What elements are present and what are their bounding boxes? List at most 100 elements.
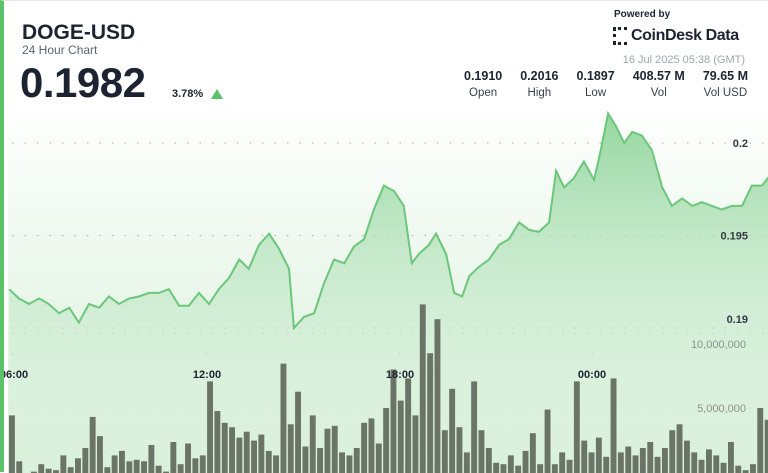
stat-label: Low [576, 87, 614, 99]
time-axis-label: 06:00 [4, 369, 28, 381]
powered-by-label: Powered by [614, 9, 670, 20]
volume-bar [303, 447, 309, 473]
volume-bar [442, 430, 448, 473]
volume-bar [493, 463, 499, 473]
stat-label: Vol USD [703, 87, 748, 99]
volume-bar [354, 448, 360, 473]
stat-label: Vol [633, 87, 685, 99]
time-axis-label: 00:00 [578, 369, 606, 381]
stat-label: Open [464, 87, 502, 99]
volume-bar [273, 455, 279, 473]
time-axis-label: 18:00 [386, 369, 414, 381]
volume-bar [16, 461, 22, 473]
volume-bar [9, 415, 15, 473]
volume-bar [170, 442, 176, 473]
volume-bar [148, 445, 154, 473]
volume-bar [82, 448, 88, 473]
volume-bar [662, 448, 668, 473]
volume-bar [347, 455, 353, 473]
volume-bar [68, 467, 74, 473]
stat-value: 0.1897 [576, 69, 614, 83]
current-price: 0.1982 [20, 59, 145, 107]
volume-bar [391, 370, 397, 473]
volume-bar [119, 451, 125, 473]
volume-bar [479, 430, 485, 473]
volume-axis-label: 10,000,000 [691, 339, 746, 351]
volume-bar [420, 304, 426, 473]
volume-bar [449, 389, 455, 473]
volume-bar [398, 401, 404, 473]
volume-bar [60, 455, 66, 473]
volume-bar [413, 415, 419, 473]
volume-bar [405, 378, 411, 473]
volume-bar [567, 460, 573, 473]
volume-bar [713, 455, 719, 473]
volume-bar [640, 448, 646, 473]
timestamp: 16 Jul 2025 05:38 (GMT) [623, 54, 745, 66]
brand-name: CoinDesk Data [631, 27, 739, 45]
volume-bar [545, 410, 551, 473]
volume-bar [295, 392, 301, 473]
volume-bar [596, 438, 602, 473]
volume-bar [691, 452, 697, 473]
symbol-title: DOGE-USD [22, 21, 135, 45]
volume-bar [530, 433, 536, 473]
volume-bar [721, 463, 727, 473]
volume-bar [699, 460, 705, 473]
up-arrow-icon [211, 89, 223, 99]
coindesk-logo-icon [613, 27, 627, 45]
volume-bar [728, 442, 734, 473]
volume-bar [90, 417, 96, 473]
volume-bar [214, 411, 220, 473]
volume-bar [104, 467, 110, 473]
volume-bar [457, 427, 463, 473]
volume-bar [589, 452, 595, 473]
price-change: 3.78% [172, 88, 203, 100]
price-axis-label: 0.195 [720, 231, 748, 243]
volume-bar [669, 430, 675, 473]
volume-bar [97, 436, 103, 473]
volume-bar [611, 378, 617, 473]
volume-bar [244, 432, 250, 473]
volume-bar [486, 448, 492, 473]
volume-bar [317, 448, 323, 473]
stat-low: 0.1897 Low [576, 69, 614, 99]
volume-bar [222, 423, 228, 473]
volume-bar [427, 353, 433, 473]
chart-subtitle: 24 Hour Chart [22, 43, 97, 57]
volume-bar [464, 452, 470, 473]
stat-open: 0.1910 Open [464, 69, 502, 99]
stat-value: 0.2016 [520, 69, 558, 83]
volume-bar [757, 408, 763, 473]
volume-bar [655, 457, 661, 473]
volume-bar [581, 441, 587, 473]
volume-bar [281, 364, 287, 473]
volume-bar [112, 455, 118, 473]
volume-bar [126, 461, 132, 473]
volume-bar [134, 460, 140, 473]
volume-bar [325, 429, 331, 473]
volume-bar [185, 444, 191, 473]
volume-bar [647, 442, 653, 473]
volume-bar [574, 381, 580, 473]
time-axis-label: 12:00 [193, 369, 221, 381]
volume-bar [603, 457, 609, 473]
volume-bar [471, 381, 477, 473]
volume-bar [310, 415, 316, 473]
volume-bar [523, 451, 529, 473]
volume-bar [633, 455, 639, 473]
volume-bar [251, 441, 257, 473]
coindesk-logo: CoinDesk Data [613, 27, 739, 45]
volume-bar [75, 458, 81, 473]
volume-bar [435, 319, 441, 473]
volume-bar [266, 451, 272, 473]
stat-value: 0.1910 [464, 69, 502, 83]
volume-axis-label: 5,000,000 [697, 403, 746, 415]
volume-bar [559, 452, 565, 473]
volume-bar [684, 441, 690, 473]
volume-bar [207, 381, 213, 473]
